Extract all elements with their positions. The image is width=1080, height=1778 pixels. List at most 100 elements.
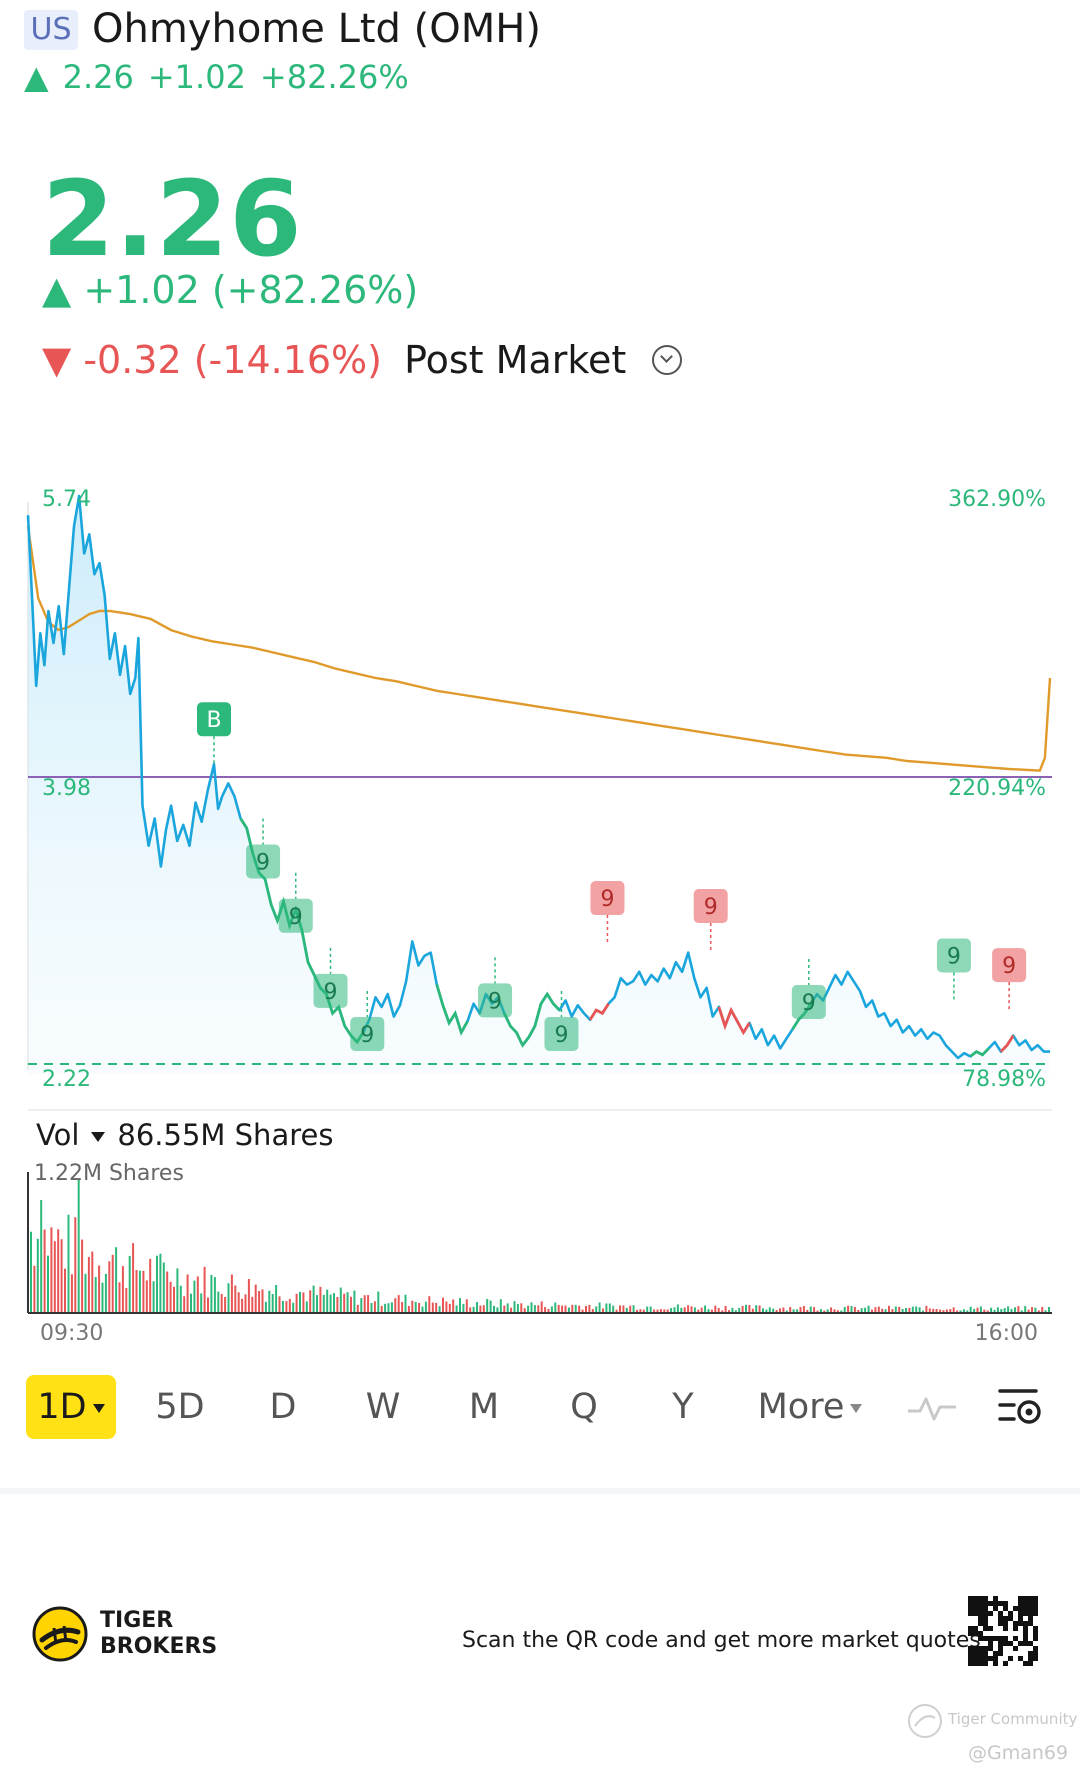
- qr-module: [973, 1596, 978, 1601]
- pulse-icon[interactable]: [906, 1387, 958, 1427]
- last-price: 2.26: [42, 158, 303, 280]
- volume-bar: [574, 1304, 577, 1313]
- volume-bar: [411, 1300, 414, 1313]
- qr-module: [1003, 1661, 1008, 1666]
- qr-module: [1023, 1621, 1028, 1626]
- volume-bar: [836, 1310, 839, 1313]
- signal-marker-label: 9: [256, 851, 270, 876]
- header-price: 2.26: [62, 58, 134, 96]
- volume-bar: [578, 1305, 581, 1313]
- qr-module: [993, 1661, 998, 1666]
- period-tab-5d[interactable]: 5D: [155, 1387, 205, 1427]
- volume-bar: [377, 1291, 380, 1313]
- volume-bar: [370, 1303, 373, 1313]
- qr-module: [968, 1646, 973, 1651]
- volume-bar: [234, 1285, 237, 1313]
- volume-bar: [506, 1303, 509, 1313]
- period-tab-w[interactable]: W: [365, 1387, 401, 1427]
- period-tab-more[interactable]: More: [752, 1375, 868, 1439]
- volume-bar: [516, 1304, 519, 1313]
- chart-settings-icon[interactable]: [996, 1385, 1044, 1429]
- qr-module: [1033, 1596, 1038, 1601]
- volume-bar: [60, 1239, 63, 1313]
- volume-bar: [210, 1274, 213, 1313]
- volume-bar: [939, 1309, 942, 1313]
- volume-bar: [789, 1307, 792, 1313]
- volume-bar: [339, 1287, 342, 1313]
- volume-bar: [928, 1308, 931, 1313]
- volume-bar: [401, 1302, 404, 1313]
- period-tab-m[interactable]: M: [468, 1387, 500, 1427]
- volume-bar: [1044, 1310, 1047, 1313]
- volume-bar: [81, 1239, 84, 1313]
- volume-bar: [619, 1305, 621, 1313]
- qr-module: [983, 1611, 988, 1616]
- qr-module: [988, 1611, 993, 1616]
- volume-bar: [302, 1292, 305, 1313]
- brand-name: TIGER BROKERS: [100, 1608, 218, 1659]
- volume-bar: [717, 1308, 720, 1313]
- volume-bar: [312, 1285, 315, 1313]
- qr-module: [1028, 1641, 1033, 1646]
- volume-bar: [734, 1310, 737, 1313]
- volume-bar: [666, 1309, 669, 1313]
- volume-bar: [925, 1305, 928, 1313]
- volume-bar: [806, 1309, 809, 1313]
- volume-bar: [186, 1274, 189, 1313]
- qr-module: [998, 1621, 1003, 1626]
- volume-bar: [986, 1310, 989, 1313]
- qr-module: [973, 1631, 978, 1636]
- volume-bar: [707, 1309, 710, 1313]
- qr-module: [998, 1636, 1003, 1641]
- volume-bar: [264, 1301, 267, 1313]
- qr-module: [993, 1651, 998, 1656]
- qr-module: [983, 1636, 988, 1641]
- volume-bar: [101, 1282, 104, 1313]
- volume-bar: [70, 1274, 73, 1313]
- post-market-row[interactable]: ▼ -0.32 (-14.16%) Post Market: [42, 338, 683, 382]
- volume-bar: [156, 1255, 158, 1313]
- qr-module: [993, 1656, 998, 1661]
- volume-bar: [271, 1294, 274, 1313]
- qr-module: [993, 1606, 998, 1611]
- volume-bar: [670, 1308, 673, 1313]
- volume-bar: [499, 1299, 502, 1313]
- qr-module: [1023, 1606, 1028, 1611]
- signal-marker-label: 9: [324, 980, 338, 1005]
- volume-bar: [387, 1303, 390, 1313]
- qr-module: [968, 1611, 973, 1616]
- volume-bar: [687, 1305, 690, 1313]
- volume-bar: [605, 1303, 608, 1313]
- volume-bar: [690, 1306, 693, 1313]
- qr-module: [1023, 1596, 1028, 1601]
- signal-marker-label: 9: [289, 905, 303, 930]
- volume-bar: [544, 1307, 547, 1313]
- volume-bar: [394, 1298, 397, 1313]
- volume-bar: [894, 1306, 897, 1313]
- volume-bar: [513, 1301, 516, 1313]
- qr-module: [1028, 1601, 1033, 1606]
- period-tab-1d[interactable]: 1D: [26, 1375, 116, 1439]
- period-tab-d[interactable]: D: [269, 1387, 297, 1427]
- volume-bar: [819, 1309, 822, 1313]
- period-tab-q[interactable]: Q: [570, 1387, 598, 1427]
- volume-bar: [1034, 1307, 1037, 1313]
- volume-bar: [224, 1297, 227, 1313]
- volume-bar: [435, 1302, 438, 1313]
- section-divider: [0, 1488, 1080, 1494]
- volume-bar: [888, 1305, 890, 1313]
- volume-bar: [261, 1289, 264, 1313]
- volume-bar: [176, 1268, 179, 1313]
- qr-module: [1018, 1656, 1023, 1661]
- period-tab-y[interactable]: Y: [672, 1387, 694, 1427]
- volume-bar: [275, 1285, 278, 1313]
- volume-bar: [91, 1251, 94, 1313]
- chevron-down-icon[interactable]: [652, 344, 683, 375]
- volume-header[interactable]: Vol 86.55M Shares: [36, 1118, 333, 1152]
- volume-bar: [952, 1307, 955, 1313]
- volume-bar: [762, 1308, 764, 1313]
- qr-module: [1018, 1606, 1023, 1611]
- signal-marker: B: [197, 702, 232, 765]
- qr-code-icon: [968, 1596, 1038, 1666]
